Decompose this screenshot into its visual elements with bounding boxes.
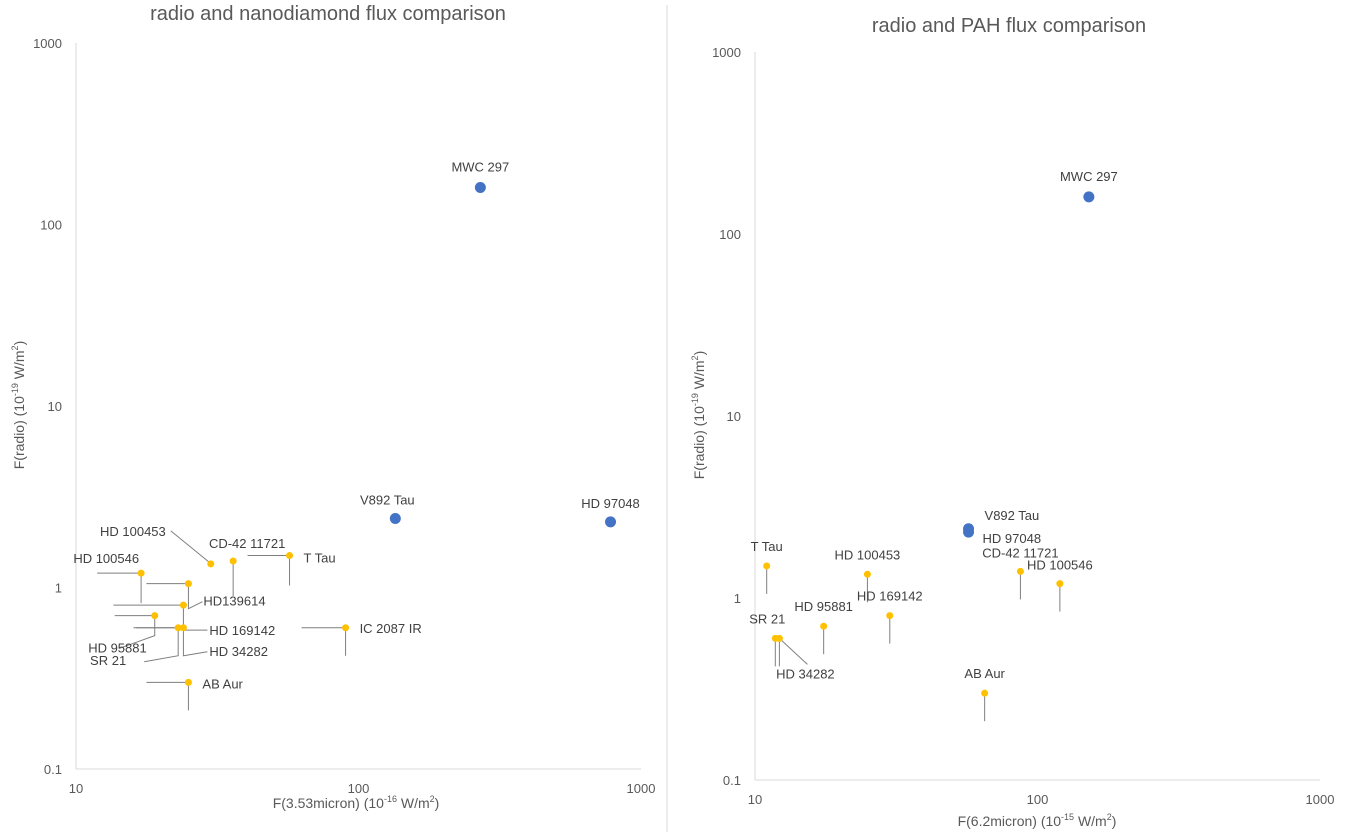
leader-line bbox=[247, 555, 291, 586]
y-tick-label: 1000 bbox=[712, 45, 741, 60]
data-point bbox=[763, 562, 771, 570]
y-tick-label: 100 bbox=[719, 227, 741, 242]
point-label: HD139614 bbox=[203, 594, 265, 609]
y-tick-label: 100 bbox=[40, 218, 62, 233]
data-point bbox=[174, 624, 182, 632]
point-label: HD 169142 bbox=[857, 589, 923, 604]
data-point bbox=[775, 634, 783, 642]
data-point bbox=[151, 612, 159, 620]
data-point bbox=[342, 624, 350, 632]
y-axis-label: F(radio) (10-19 W/m2) bbox=[690, 351, 707, 480]
point-label: SR 21 bbox=[90, 653, 126, 668]
point-label: AB Aur bbox=[964, 666, 1005, 681]
y-tick-label: 10 bbox=[48, 399, 62, 414]
data-point bbox=[820, 622, 828, 630]
point-label: HD 169142 bbox=[209, 623, 275, 638]
y-axis-label: F(radio) (10-19 W/m2) bbox=[10, 341, 27, 470]
y-tick-label: 1 bbox=[734, 591, 741, 606]
point-label: HD 95881 bbox=[794, 599, 853, 614]
point-labels: MWC 297 V892 Tau HD 97048 T Tau HD 100453 CD-… bbox=[749, 169, 1118, 682]
point-label: HD 97048 bbox=[983, 531, 1042, 546]
x-tick-label: 100 bbox=[348, 781, 370, 796]
point-label: HD 100546 bbox=[1027, 558, 1093, 573]
pah-chart: radio and PAH flux comparison 0.11101001… bbox=[690, 15, 1334, 829]
leader-line bbox=[301, 627, 347, 656]
x-axis-label: F(3.53micron) (10-16 W/m2) bbox=[273, 794, 440, 811]
leader-line bbox=[146, 583, 203, 610]
point-label: V892 Tau bbox=[360, 492, 415, 507]
y-tick-label: 1 bbox=[55, 581, 62, 596]
data-point bbox=[963, 526, 975, 538]
point-label: T Tau bbox=[751, 539, 783, 554]
data-point bbox=[229, 557, 237, 565]
leader-line bbox=[778, 637, 808, 667]
data-point bbox=[1083, 191, 1095, 203]
point-label: HD 100453 bbox=[100, 524, 166, 539]
point-label: V892 Tau bbox=[985, 508, 1040, 523]
y-tick-label: 10 bbox=[727, 409, 741, 424]
point-label: MWC 297 bbox=[451, 159, 509, 174]
x-axis-label: F(6.2micron) (10-15 W/m2) bbox=[958, 812, 1117, 829]
y-tick-labels: 0.1 1 10 100 1000 bbox=[712, 45, 741, 788]
data-point bbox=[184, 678, 192, 686]
x-tick-label: 100 bbox=[1027, 792, 1049, 807]
leader-line bbox=[114, 615, 156, 650]
point-label: CD-42 11721 bbox=[209, 536, 285, 551]
data-point bbox=[1056, 580, 1064, 588]
point-label: HD 95881 bbox=[88, 641, 147, 656]
point-label: HD 34282 bbox=[209, 644, 268, 659]
data-point bbox=[605, 516, 617, 528]
data-point bbox=[389, 512, 401, 524]
leader-lines bbox=[766, 565, 1061, 722]
data-point bbox=[1016, 567, 1024, 575]
y-tick-labels: 0.1 1 10 100 1000 bbox=[33, 36, 62, 777]
data-point bbox=[286, 552, 294, 560]
point-label: HD 34282 bbox=[776, 666, 835, 681]
leader-line bbox=[113, 604, 208, 631]
data-point bbox=[863, 570, 871, 578]
leader-line bbox=[97, 572, 142, 604]
point-label: HD 100546 bbox=[73, 551, 139, 566]
x-tick-label: 10 bbox=[748, 792, 762, 807]
point-label: IC 2087 IR bbox=[360, 621, 422, 636]
y-tick-label: 0.1 bbox=[723, 773, 741, 788]
point-label: AB Aur bbox=[202, 676, 243, 691]
point-label: MWC 297 bbox=[1060, 169, 1118, 184]
data-point bbox=[886, 612, 894, 620]
data-point bbox=[207, 560, 215, 568]
y-tick-label: 1000 bbox=[33, 36, 62, 51]
x-tick-labels: 10 100 1000 bbox=[69, 781, 656, 796]
point-label: T Tau bbox=[304, 551, 336, 566]
point-label: CD-42 11721 bbox=[982, 545, 1058, 560]
data-point bbox=[179, 601, 187, 609]
nanodiamond-chart: radio and nanodiamond flux comparison 0.… bbox=[10, 3, 655, 811]
data-point bbox=[179, 624, 187, 632]
point-label: SR 21 bbox=[749, 611, 785, 626]
data-points bbox=[137, 181, 617, 686]
point-label: HD 100453 bbox=[835, 547, 901, 562]
x-tick-labels: 10 100 1000 bbox=[748, 792, 1335, 807]
data-point bbox=[981, 689, 989, 697]
leader-line bbox=[170, 530, 210, 563]
data-point bbox=[137, 569, 145, 577]
x-tick-label: 1000 bbox=[627, 781, 656, 796]
point-label: HD 97048 bbox=[581, 496, 640, 511]
x-tick-label: 10 bbox=[69, 781, 83, 796]
data-point bbox=[184, 580, 192, 588]
x-tick-label: 1000 bbox=[1306, 792, 1335, 807]
chart-title: radio and nanodiamond flux comparison bbox=[150, 3, 506, 25]
data-point bbox=[474, 181, 486, 193]
chart-title: radio and PAH flux comparison bbox=[872, 15, 1146, 37]
leader-line bbox=[146, 681, 189, 711]
y-tick-label: 0.1 bbox=[44, 762, 62, 777]
leader-line bbox=[133, 627, 208, 657]
data-points bbox=[763, 191, 1095, 697]
point-labels: MWC 297 V892 Tau HD 97048 HD 100453 CD-42 11… bbox=[73, 159, 639, 691]
